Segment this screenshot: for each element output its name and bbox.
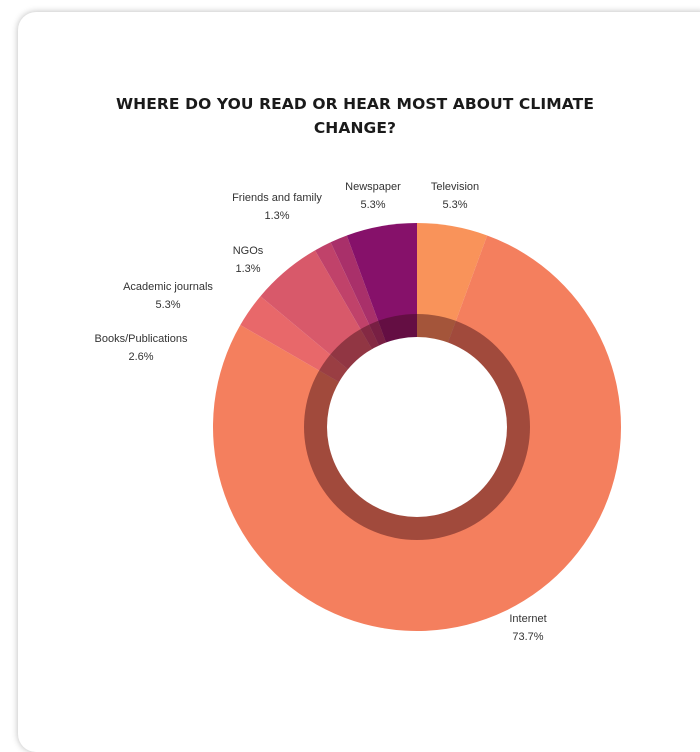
chart-title-line-1: WHERE DO YOU READ OR HEAR MOST ABOUT CLI… — [115, 95, 595, 113]
slice-label: NGOs — [233, 245, 264, 257]
slice-label-group: Books/Publications 2.6% — [95, 333, 188, 363]
slice-label-group: Television 5.3% — [431, 181, 479, 211]
slice-label-group: Friends and family 1.3% — [232, 192, 322, 222]
donut-chart: Television 5.3% Internet 73.7% Books/Publica… — [95, 181, 621, 643]
slice-value-label: 5.3% — [442, 199, 467, 211]
slice-label-group: Academic journals 5.3% — [123, 281, 213, 311]
slice-label: Television — [431, 181, 479, 193]
slice-label: Internet — [509, 613, 546, 625]
chart-title: WHERE DO YOU READ OR HEAR MOST ABOUT CLI… — [90, 92, 620, 140]
slice-label-group: Newspaper 5.3% — [345, 181, 401, 211]
slice-value-label: 1.3% — [264, 210, 289, 222]
slice-value-label: 5.3% — [360, 199, 385, 211]
donut-hole — [327, 337, 507, 517]
slice-value-label: 73.7% — [512, 631, 543, 643]
slice-value-label: 5.3% — [155, 299, 180, 311]
slice-label-group: NGOs 1.3% — [233, 245, 264, 275]
chart-title-line-2: CHANGE? — [313, 119, 397, 137]
slice-value-label: 2.6% — [128, 351, 153, 363]
slice-label: Academic journals — [123, 281, 213, 293]
labels-layer: Television 5.3% Internet 73.7% Books/Publica… — [95, 181, 547, 643]
slice-label: Friends and family — [232, 192, 322, 204]
slice-label-group: Internet 73.7% — [509, 613, 546, 643]
slice-value-label: 1.3% — [235, 263, 260, 275]
slice-label: Books/Publications — [95, 333, 188, 345]
slice-label: Newspaper — [345, 181, 401, 193]
